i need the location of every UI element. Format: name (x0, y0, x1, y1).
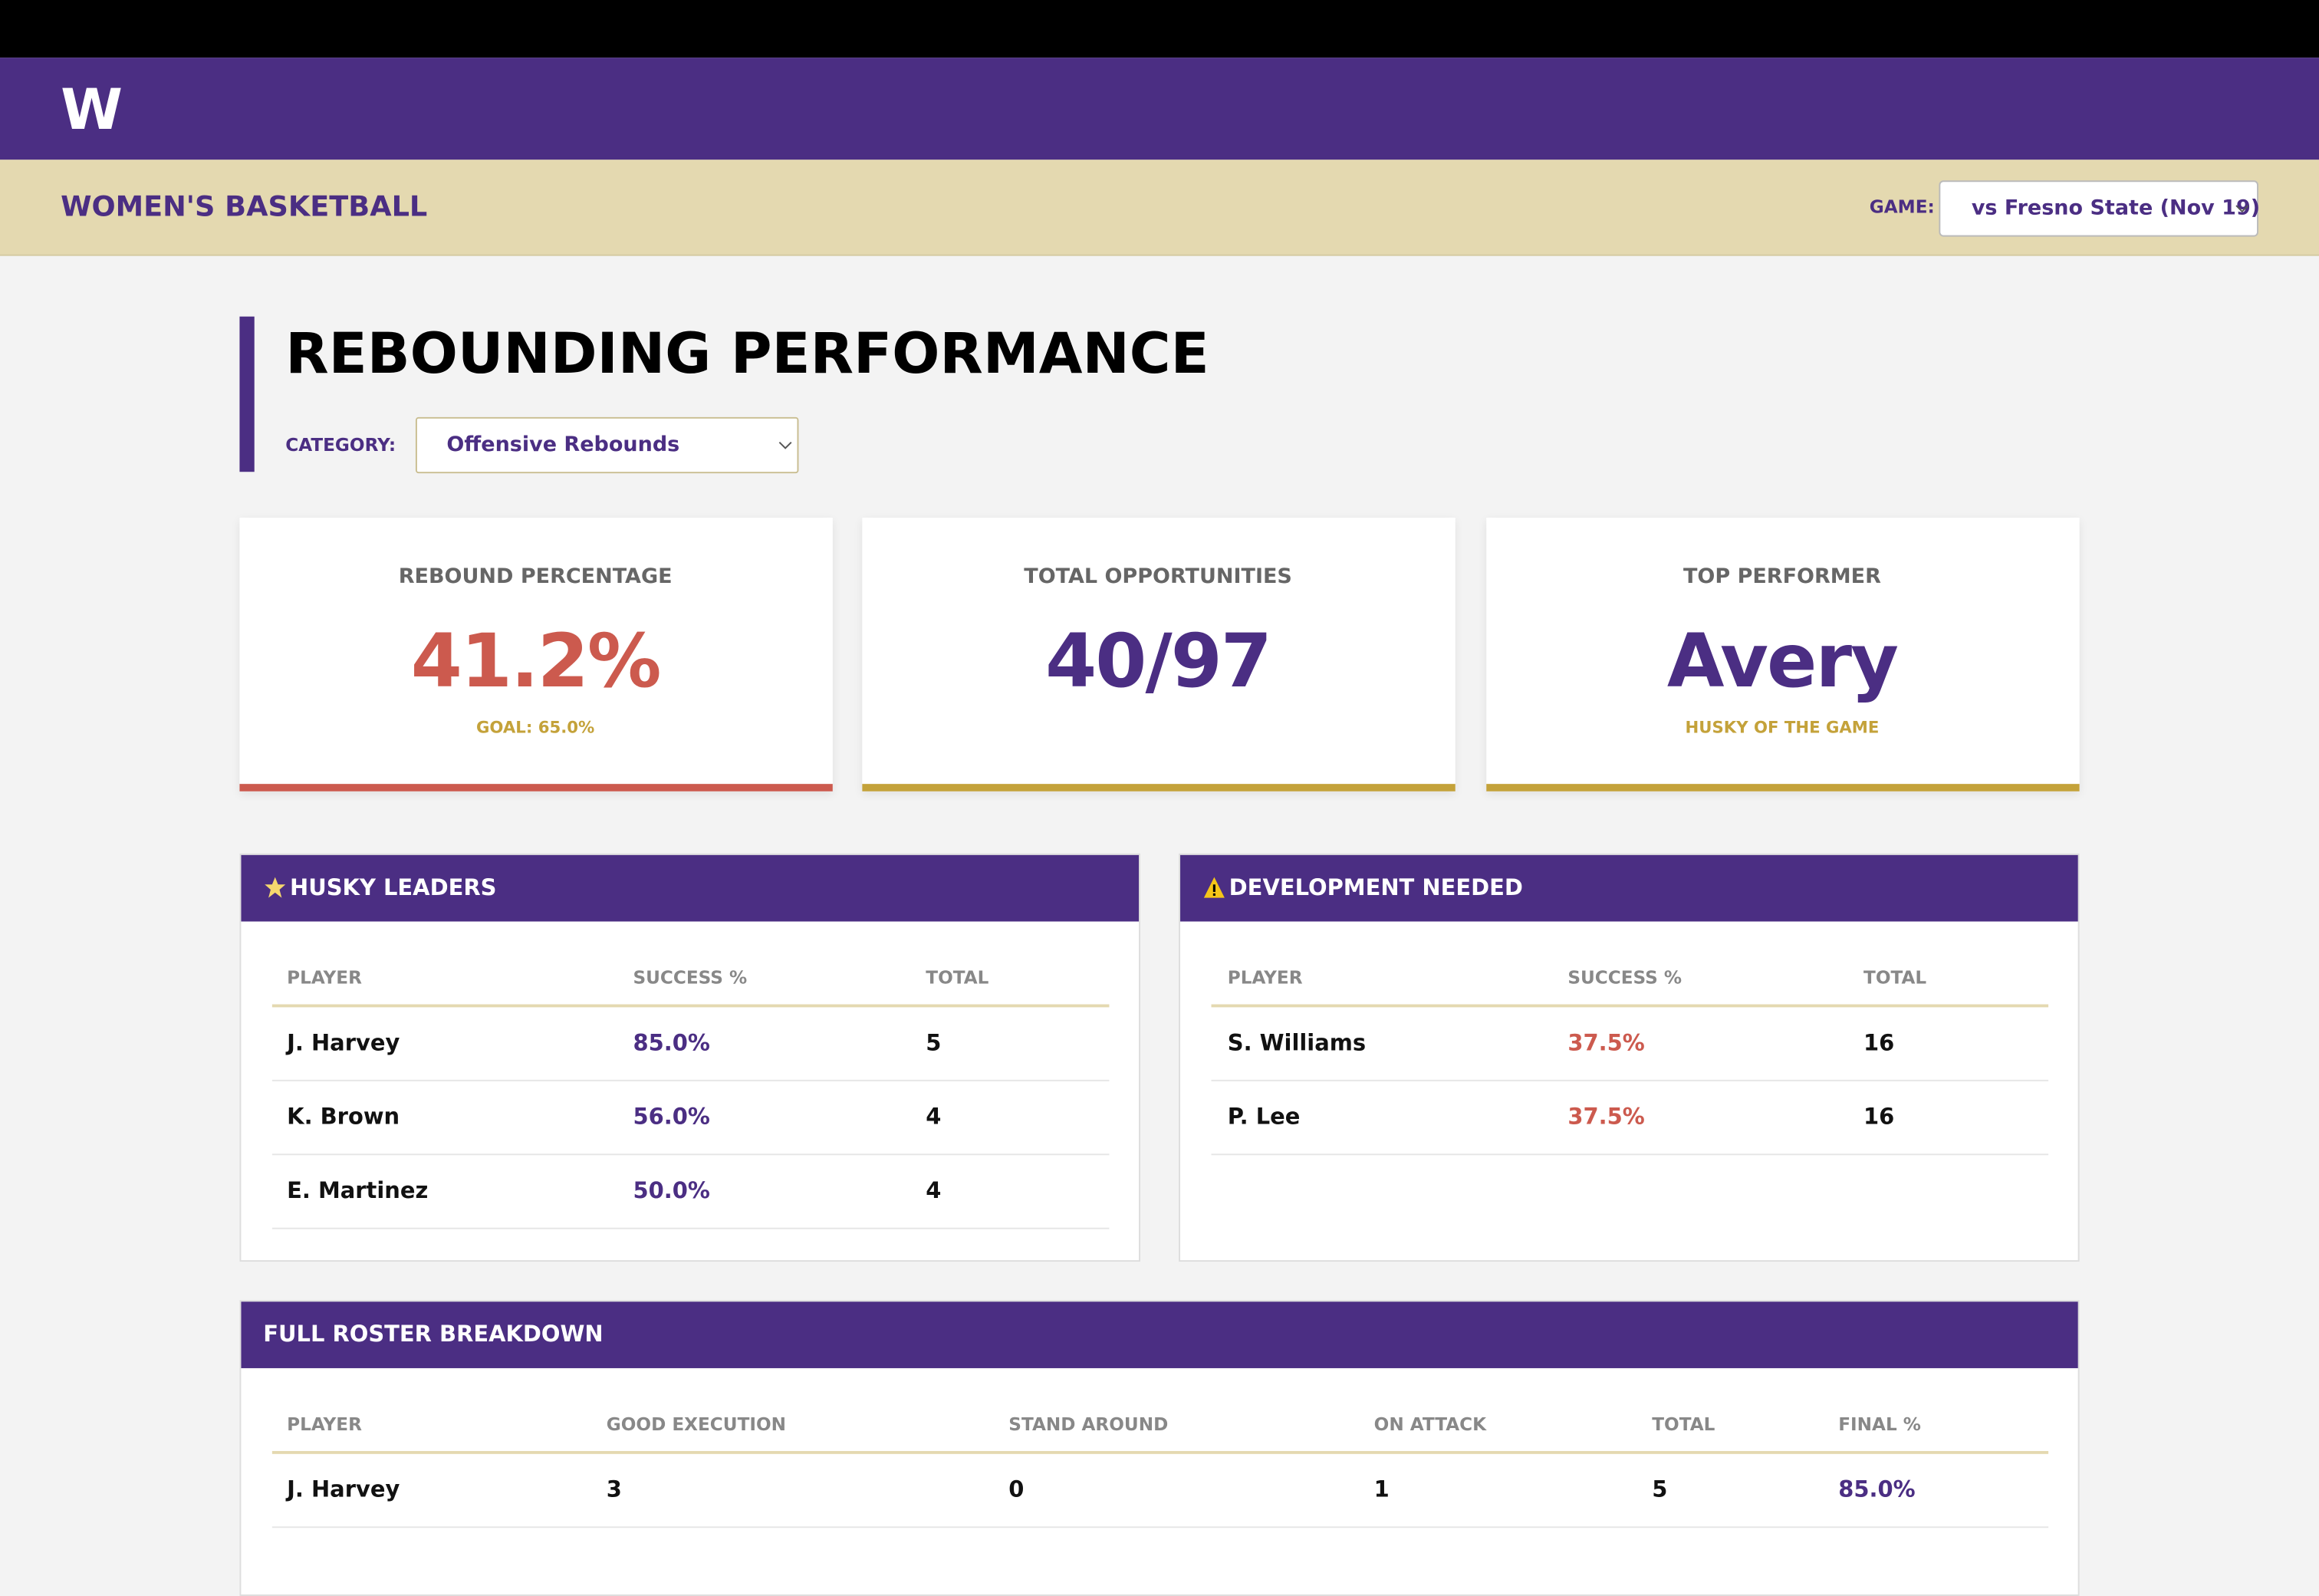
game-label: GAME: (1869, 196, 1935, 218)
category-select[interactable]: Offensive Rebounds (415, 416, 799, 474)
warning-icon (1203, 877, 1225, 898)
table-cell: E. Martinez (287, 1177, 429, 1204)
panel-header: FULL ROSTER BREAKDOWN (241, 1301, 2078, 1368)
panel-title: FULL ROSTER BREAKDOWN (263, 1321, 604, 1348)
kpi-label: TOTAL OPPORTUNITIES (1024, 564, 1292, 589)
table-cell: 5 (1652, 1476, 1668, 1503)
table-cell: 5 (926, 1029, 942, 1057)
game-select[interactable]: vs Fresno State (Nov 19) (1939, 180, 2261, 237)
table-cell: J. Harvey (287, 1029, 400, 1057)
category-label: CATEGORY: (285, 435, 396, 456)
table-cell: 16 (1863, 1029, 1895, 1057)
table-cell: 1 (1373, 1476, 1390, 1503)
panel: FULL ROSTER BREAKDOWN PLAYER GOOD EXECUTIO… (239, 1300, 2080, 1596)
column-header: STAND AROUND (1008, 1413, 1169, 1435)
table-cell: 3 (606, 1476, 622, 1503)
table-cell: 0 (1008, 1476, 1025, 1503)
panel-header: HUSKY LEADERS (241, 854, 1140, 922)
game-selected: vs Fresno State (Nov 19) (1971, 196, 2261, 221)
table-cell: S. Williams (1227, 1029, 1367, 1057)
table-cell: 4 (926, 1177, 942, 1204)
panel-title: DEVELOPMENT NEEDED (1229, 874, 1523, 901)
sub-header: WOMEN'S BASKETBALL GAME: vs Fresno State… (0, 160, 2319, 256)
kpi-value: 41.2% (410, 618, 662, 705)
kpi-card: TOTAL OPPORTUNITIES 40/97 (862, 518, 1456, 791)
panel-title: HUSKY LEADERS (290, 874, 497, 901)
table-cell: 4 (926, 1103, 942, 1130)
row-rule (271, 1526, 2049, 1529)
chevron (2235, 205, 2249, 213)
category-selected: Offensive Rebounds (446, 433, 680, 457)
logo[interactable]: W (61, 77, 123, 143)
kpi-label: REBOUND PERCENTAGE (398, 564, 673, 589)
kpi-value: Avery (1666, 618, 1899, 705)
row-rule (1211, 1079, 2049, 1081)
row-rule (271, 1079, 1110, 1081)
row-rule (271, 1153, 1110, 1156)
panel: DEVELOPMENT NEEDED PLAYER SUCCESS % TOTAL S.… (1179, 853, 2080, 1262)
kpi-card: REBOUND PERCENTAGE 41.2% GOAL: 65.0% (239, 518, 833, 791)
column-header: PLAYER (1227, 967, 1303, 989)
table-cell: J. Harvey (287, 1476, 400, 1503)
column-header: SUCCESS % (633, 967, 748, 989)
table-cell: 85.0% (1838, 1476, 1916, 1503)
table-cell: 50.0% (633, 1177, 710, 1204)
table-cell: P. Lee (1227, 1103, 1301, 1130)
page-title: REBOUNDING PERFORMANCE (285, 321, 1209, 387)
table-cell: 37.5% (1567, 1029, 1645, 1057)
section-title: WOMEN'S BASKETBALL (61, 190, 428, 224)
column-header: PLAYER (287, 967, 362, 989)
column-header: GOOD EXECUTION (606, 1413, 787, 1435)
kpi-note: GOAL: 65.0% (476, 718, 595, 738)
table-cell: K. Brown (287, 1103, 400, 1130)
table-cell: 85.0% (633, 1029, 710, 1057)
column-header: TOTAL (1652, 1413, 1715, 1435)
column-header: FINAL % (1838, 1413, 1921, 1435)
header-rule (271, 1004, 1110, 1008)
top-bar (0, 0, 2319, 58)
header: W (0, 58, 2319, 160)
kpi-card: TOP PERFORMER Avery HUSKY OF THE GAME (1486, 518, 2080, 791)
header-rule (1211, 1004, 2049, 1008)
kpi-value: 40/97 (1045, 618, 1272, 705)
kpi-label: TOP PERFORMER (1683, 564, 1881, 589)
chevron (778, 441, 792, 449)
kpi-note: HUSKY OF THE GAME (1685, 718, 1880, 738)
column-header: ON ATTACK (1373, 1413, 1487, 1435)
table-cell: 16 (1863, 1103, 1895, 1130)
table-cell: 37.5% (1567, 1103, 1645, 1130)
panel-header: DEVELOPMENT NEEDED (1180, 854, 2078, 922)
accent-bar (239, 316, 255, 472)
star-icon (265, 877, 286, 898)
column-header: TOTAL (1863, 967, 1927, 989)
row-rule (1211, 1153, 2049, 1156)
column-header: TOTAL (926, 967, 989, 989)
table-cell: 56.0% (633, 1103, 710, 1130)
row-rule (271, 1227, 1110, 1229)
column-header: SUCCESS % (1567, 967, 1683, 989)
column-header: PLAYER (287, 1413, 362, 1435)
panel: HUSKY LEADERS PLAYER SUCCESS % TOTAL J. Harv… (239, 853, 1140, 1262)
header-rule (271, 1450, 2049, 1454)
